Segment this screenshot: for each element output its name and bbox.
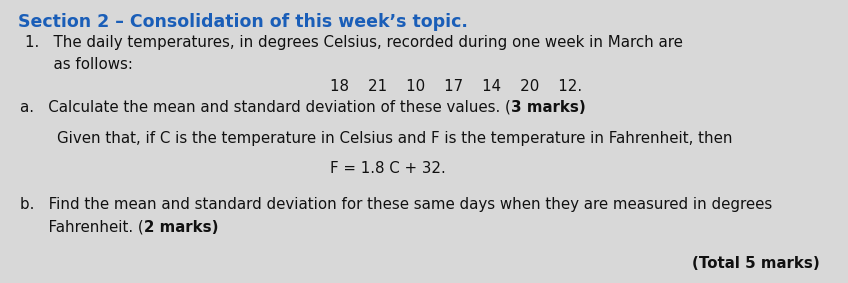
Text: a.   Calculate the mean and standard deviation of these values. (: a. Calculate the mean and standard devia… bbox=[20, 100, 510, 115]
Text: Given that, if C is the temperature in Celsius and F is the temperature in Fahre: Given that, if C is the temperature in C… bbox=[57, 131, 733, 146]
Text: as follows:: as follows: bbox=[25, 57, 133, 72]
Text: 1.   The daily temperatures, in degrees Celsius, recorded during one week in Mar: 1. The daily temperatures, in degrees Ce… bbox=[25, 35, 683, 50]
Text: 18    21    10    17    14    20    12.: 18 21 10 17 14 20 12. bbox=[330, 79, 582, 94]
Text: F = 1.8 C + 32.: F = 1.8 C + 32. bbox=[330, 161, 446, 176]
Text: Fahrenheit. (: Fahrenheit. ( bbox=[20, 220, 143, 235]
Text: 3 marks): 3 marks) bbox=[510, 100, 585, 115]
Text: 2 marks): 2 marks) bbox=[143, 220, 218, 235]
Text: Section 2 – Consolidation of this week’s topic.: Section 2 – Consolidation of this week’s… bbox=[18, 13, 468, 31]
Text: (Total 5 marks): (Total 5 marks) bbox=[692, 256, 820, 271]
Text: b.   Find the mean and standard deviation for these same days when they are meas: b. Find the mean and standard deviation … bbox=[20, 197, 773, 212]
